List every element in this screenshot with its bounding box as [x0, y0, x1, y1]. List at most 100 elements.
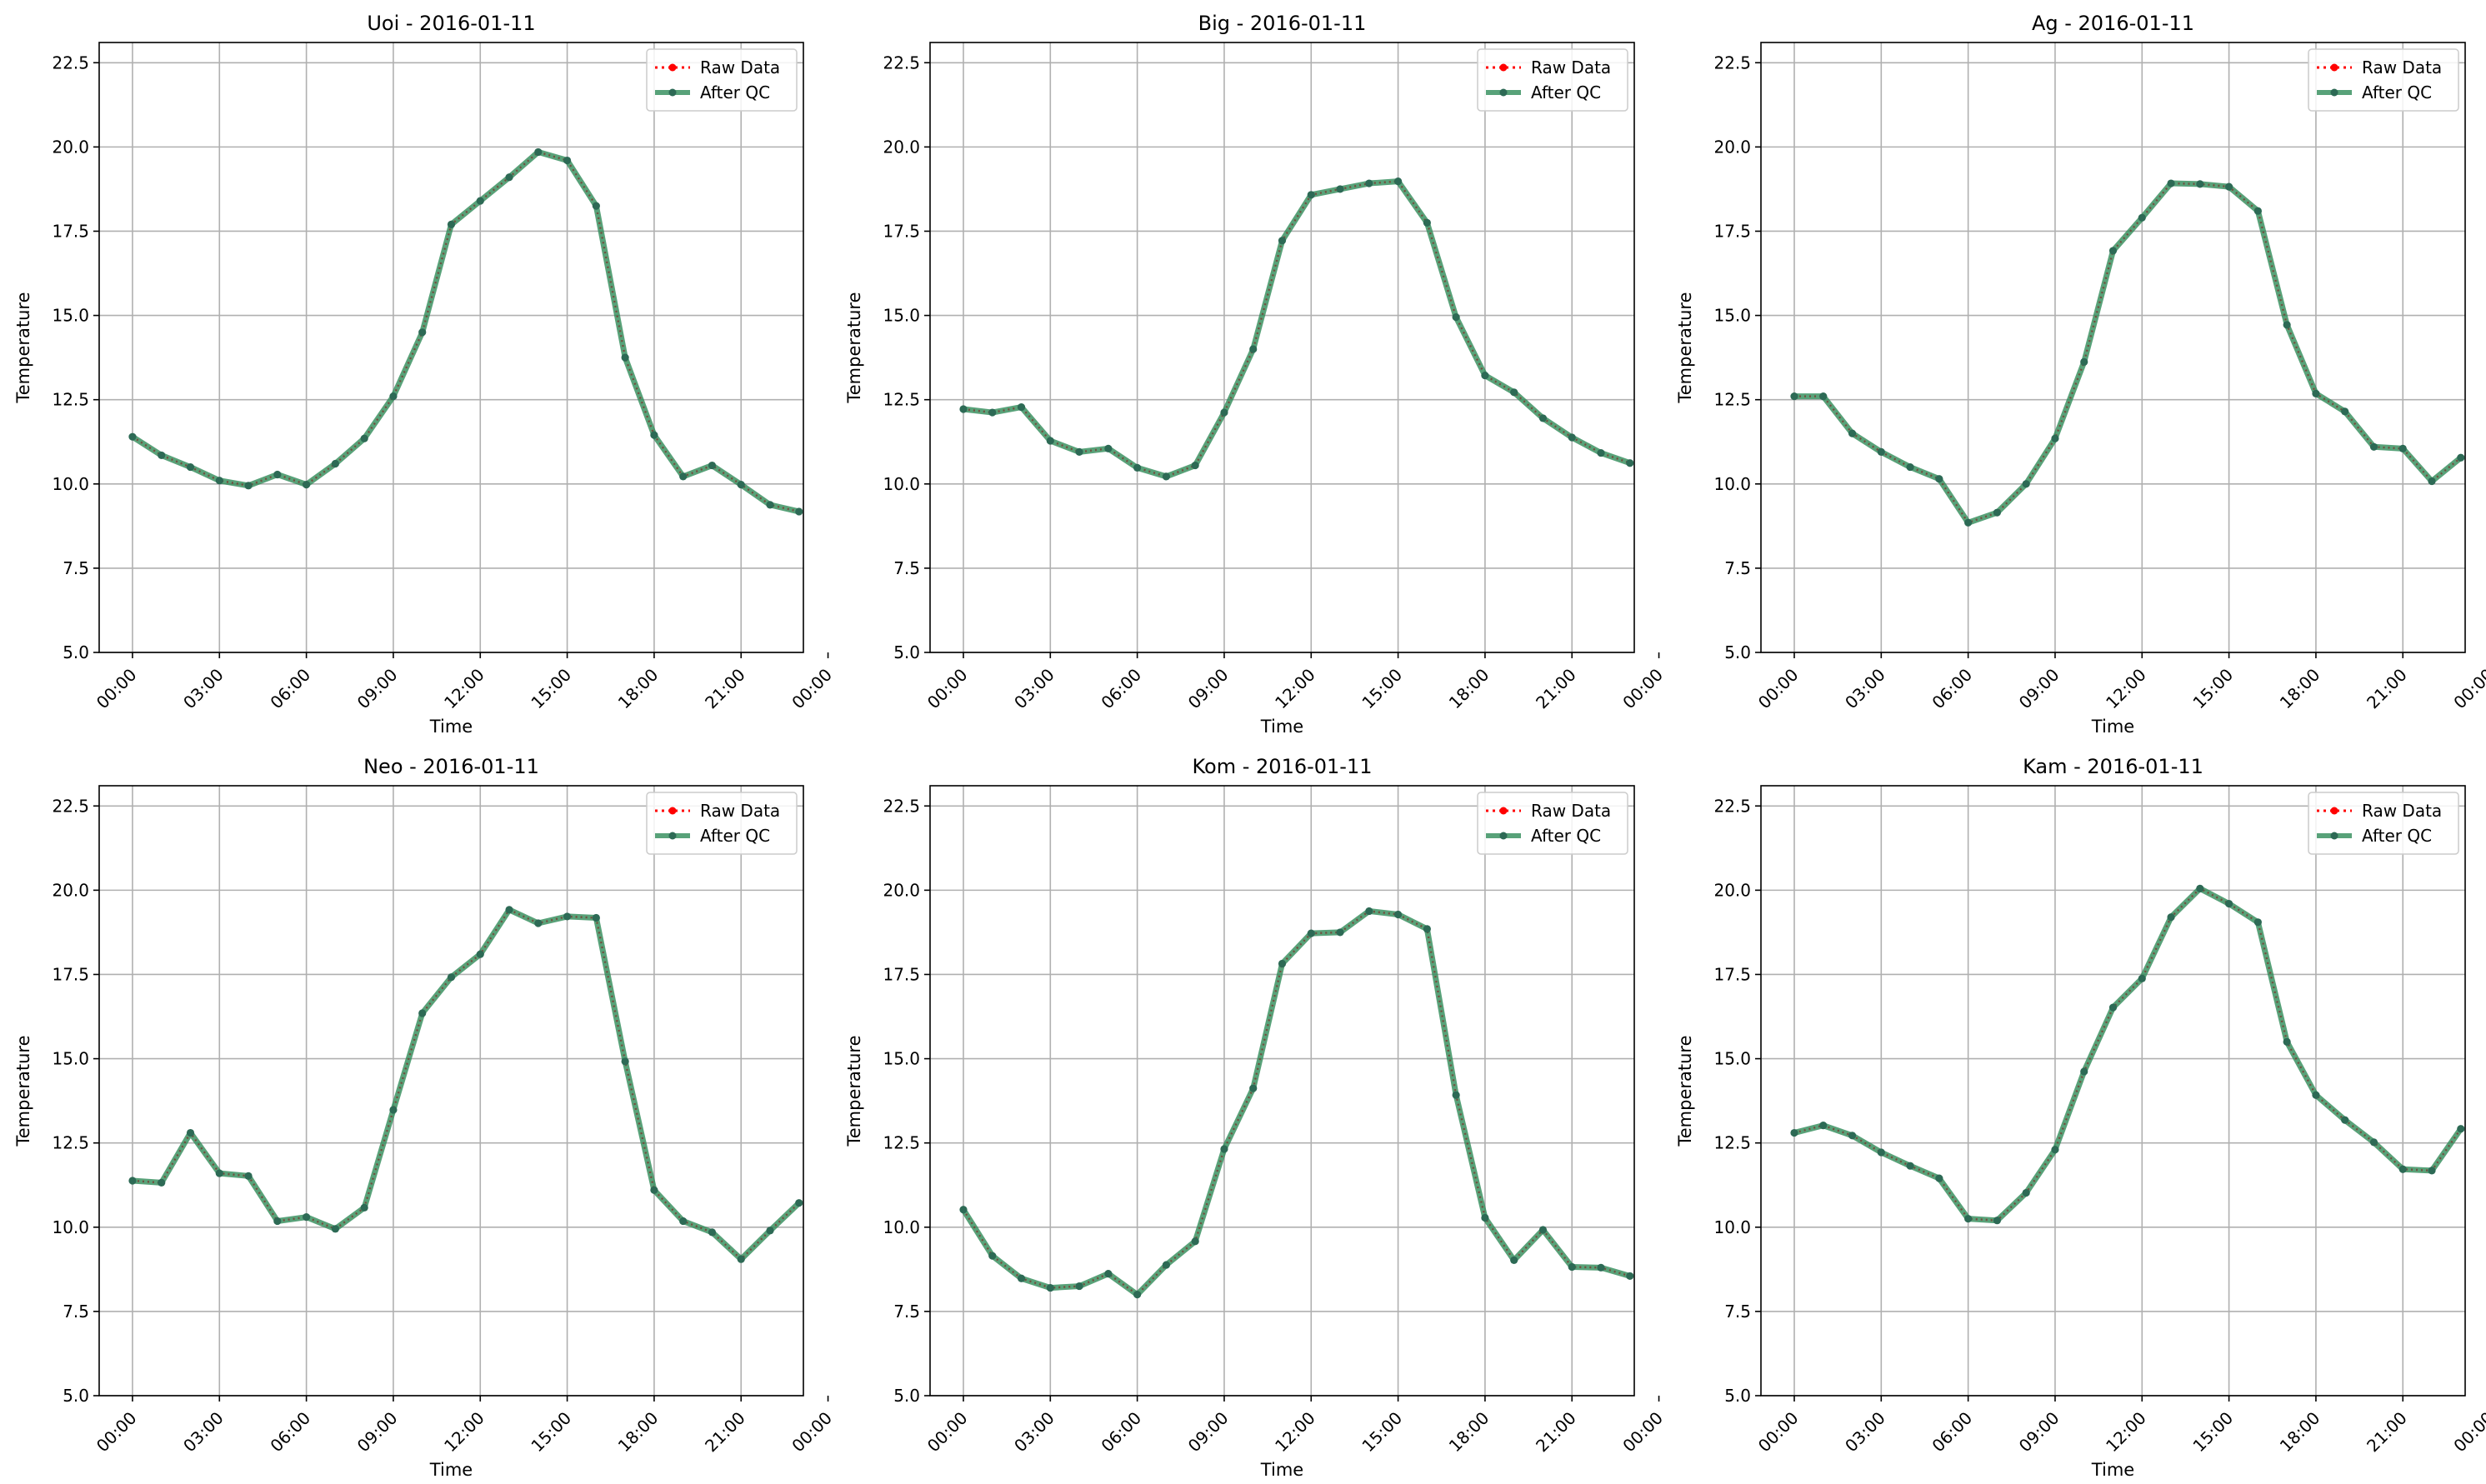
data-point — [244, 482, 253, 490]
data-point — [1597, 1263, 1605, 1272]
y-tick-label: 15.0 — [883, 306, 920, 326]
data-point — [2369, 442, 2378, 451]
x-tick-label: 03:00 — [1841, 665, 1889, 713]
y-axis-label: Temperature — [13, 292, 33, 403]
data-point — [2138, 213, 2146, 222]
data-point — [1481, 1213, 1489, 1222]
data-point — [2108, 247, 2118, 255]
data-point — [331, 459, 340, 468]
data-point — [418, 328, 427, 337]
data-point — [1819, 1122, 1828, 1130]
data-point — [1964, 518, 1973, 527]
y-tick-label: 22.5 — [883, 796, 920, 816]
x-tick-label: 09:00 — [1184, 665, 1233, 713]
plot-area — [930, 42, 1634, 652]
y-tick-label: 20.0 — [52, 137, 89, 157]
data-point — [2428, 477, 2436, 486]
y-tick-label: 15.0 — [52, 306, 89, 326]
legend-qc-marker — [1499, 88, 1508, 97]
data-point — [1510, 388, 1518, 397]
y-tick-label: 17.5 — [52, 964, 89, 984]
y-tick-label: 12.5 — [1713, 1133, 1751, 1153]
data-point — [1249, 1084, 1258, 1092]
data-point — [1848, 1132, 1857, 1140]
data-point — [1365, 907, 1373, 916]
data-point — [1278, 959, 1287, 968]
y-tick-label: 7.5 — [893, 1302, 920, 1322]
x-tick-label: 21:00 — [2363, 665, 2411, 713]
data-point — [215, 1169, 223, 1177]
legend: Raw Data After QC — [2308, 792, 2459, 855]
data-point — [2167, 179, 2175, 187]
after-qc-center-dots — [1793, 182, 2462, 524]
x-tick-label: 09:00 — [2015, 665, 2063, 713]
data-point — [1423, 218, 1431, 227]
legend-raw-marker — [1499, 807, 1508, 815]
x-tick-label: 15:00 — [527, 665, 575, 713]
x-axis-label: Time — [1260, 1460, 1303, 1480]
x-axis-label: Time — [1260, 717, 1303, 737]
data-point — [158, 1178, 166, 1187]
data-point — [505, 173, 513, 182]
y-tick-label: 12.5 — [52, 1133, 89, 1153]
data-point — [2224, 182, 2233, 191]
plot-area — [99, 42, 803, 652]
data-point — [1993, 1217, 2002, 1225]
data-point — [2253, 918, 2262, 927]
data-point — [1568, 1262, 1576, 1272]
legend: Raw Data After QC — [1477, 792, 1628, 855]
data-point — [534, 147, 543, 157]
data-point — [1307, 191, 1315, 199]
x-tick-label: 06:00 — [266, 665, 314, 713]
y-tick-label: 17.5 — [1713, 964, 1751, 984]
data-point — [1017, 1274, 1026, 1282]
y-axis-label: Temperature — [13, 1035, 33, 1147]
axes-frame — [929, 42, 1635, 653]
y-tick-label: 7.5 — [1724, 1302, 1751, 1322]
legend-raw-label: Raw Data — [700, 57, 780, 77]
data-point — [1848, 429, 1857, 437]
x-tick-label: 21:00 — [1532, 1408, 1580, 1457]
x-tick-label: 18:00 — [2276, 665, 2324, 713]
after-qc-center-dots — [963, 910, 1631, 1296]
data-point — [476, 197, 484, 205]
y-tick-label: 12.5 — [1713, 390, 1751, 410]
data-point — [1935, 475, 1943, 483]
chart-panel: 00:00 03:00 06:00 09:00 12:00 15:00 18:00 21:00… — [13, 12, 836, 737]
x-tick-label: 06:00 — [1928, 665, 1976, 713]
y-tick-label: 22.5 — [52, 796, 89, 816]
data-point — [1075, 447, 1083, 456]
x-tick-label: 09:00 — [353, 1408, 402, 1457]
data-point — [2312, 389, 2320, 398]
x-tick-label: 15:00 — [2188, 1408, 2237, 1457]
x-tick-label: 15:00 — [1358, 1408, 1406, 1457]
data-point — [621, 1057, 629, 1066]
y-tick-label: 17.5 — [883, 964, 920, 984]
data-point — [331, 1225, 340, 1233]
data-point — [1538, 414, 1548, 422]
y-tick-label: 5.0 — [893, 642, 920, 662]
data-point — [2196, 884, 2204, 892]
data-point — [2253, 207, 2262, 215]
data-point — [708, 461, 717, 470]
data-point — [360, 434, 368, 442]
y-tick-label: 12.5 — [883, 390, 920, 410]
x-tick-label: 18:00 — [1445, 1408, 1493, 1457]
chart-panel: 00:00 03:00 06:00 09:00 12:00 15:00 18:00 21:00… — [1675, 12, 2486, 737]
data-point — [650, 431, 658, 439]
data-point — [1964, 1215, 1973, 1223]
data-point — [2167, 913, 2175, 922]
data-point — [1819, 392, 1828, 401]
data-point — [679, 472, 688, 481]
data-point — [1191, 1237, 1199, 1246]
data-point — [959, 405, 968, 413]
after-qc-center-dots — [132, 151, 800, 512]
data-point — [360, 1203, 368, 1212]
y-tick-label: 22.5 — [883, 52, 920, 72]
data-point — [2457, 1125, 2465, 1133]
y-tick-label: 20.0 — [883, 880, 920, 900]
data-point — [476, 950, 484, 958]
axes-frame — [1760, 42, 2466, 653]
x-tick-label: 12:00 — [1271, 1408, 1319, 1457]
y-tick-label: 20.0 — [883, 137, 920, 157]
